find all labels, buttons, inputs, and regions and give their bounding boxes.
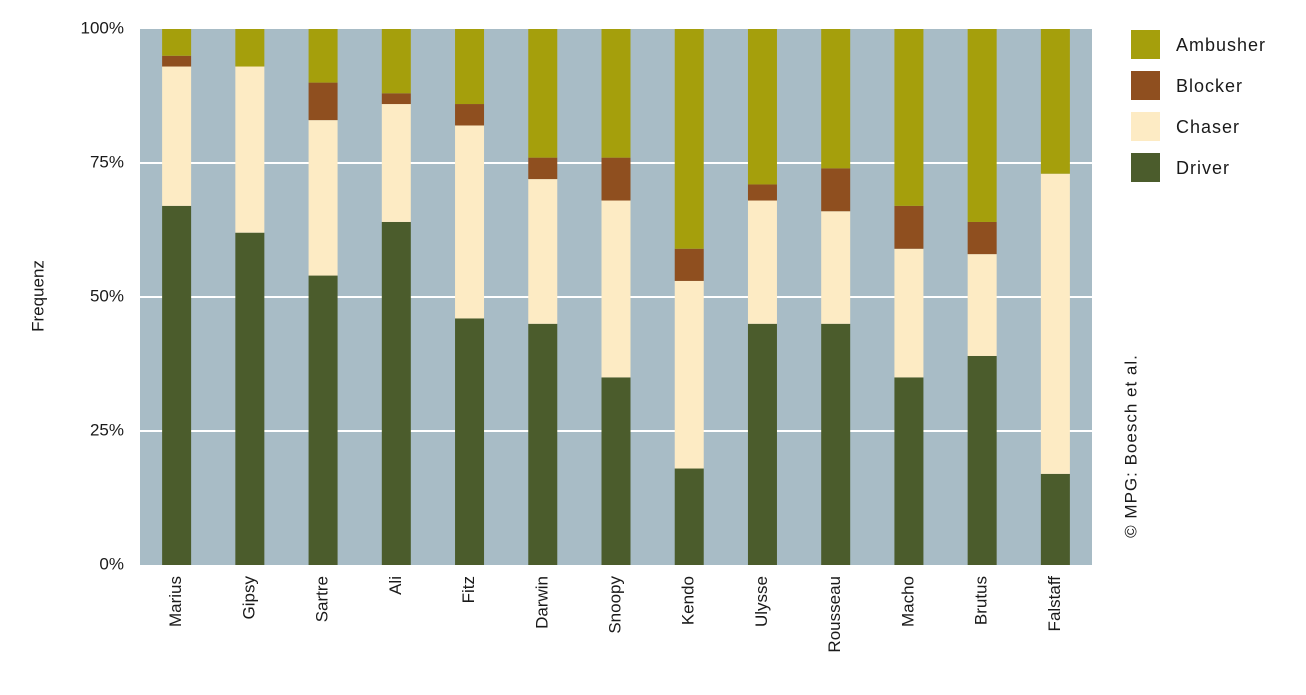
x-category-label: Darwin (532, 576, 551, 629)
x-category-label: Brutus (972, 576, 991, 625)
bar-segment-ambusher (821, 29, 851, 169)
bar-segment-blocker (381, 93, 411, 105)
bar-segment-ambusher (308, 29, 338, 83)
x-category-label: Marius (166, 576, 185, 627)
x-category-label: Snoopy (605, 576, 624, 634)
bar-segment-chaser (674, 280, 704, 469)
x-category-label: Gipsy (239, 576, 258, 620)
y-tick-label: 75% (90, 152, 124, 171)
bar-segment-driver (821, 323, 851, 565)
x-category-label: Ali (386, 576, 405, 595)
bar-segment-ambusher (674, 29, 704, 249)
legend-label: Blocker (1176, 76, 1243, 96)
bar-segment-chaser (1040, 173, 1070, 474)
y-axis-title: Frequenz (28, 260, 47, 332)
x-category-label: Kendo (679, 576, 698, 625)
bar-segment-blocker (162, 55, 192, 67)
legend: Ambusher Blocker Chaser Driver (1131, 30, 1266, 182)
bar-segment-driver (528, 323, 558, 565)
x-category-label: Falstaff (1045, 576, 1064, 632)
x-category-label: Ulysse (752, 576, 771, 627)
legend-swatch-ambusher (1131, 30, 1160, 59)
bar-segment-chaser (747, 200, 777, 324)
bar-segment-chaser (162, 66, 192, 206)
bar-segment-ambusher (528, 29, 558, 158)
bar-segment-driver (235, 232, 265, 565)
bar-segment-blocker (894, 205, 924, 249)
bar-segment-blocker (308, 82, 338, 121)
bar-segment-chaser (967, 254, 997, 356)
x-category-label: Fitz (459, 576, 478, 603)
image-credit: © MPG: Boesch et al. (1121, 354, 1140, 538)
bar-segment-blocker (747, 184, 777, 201)
bar-segment-chaser (821, 211, 851, 324)
bar-segment-chaser (381, 104, 411, 222)
bar-segment-driver (747, 323, 777, 565)
bar-segment-chaser (455, 125, 485, 319)
bar-segment-ambusher (235, 29, 265, 67)
bar-segment-chaser (528, 179, 558, 324)
bar-segment-chaser (601, 200, 631, 378)
bar-segment-blocker (455, 104, 485, 126)
legend-swatch-driver (1131, 153, 1160, 182)
bar-segment-driver (894, 377, 924, 565)
bar-segment-ambusher (747, 29, 777, 185)
y-tick-label: 100% (81, 18, 124, 37)
bar-segment-driver (967, 355, 997, 565)
bar-segment-ambusher (162, 29, 192, 56)
bar-segment-driver (1040, 473, 1070, 565)
bar-segment-chaser (235, 66, 265, 233)
bar-segment-ambusher (381, 29, 411, 94)
bar-segment-ambusher (455, 29, 485, 105)
bar-segment-blocker (821, 168, 851, 212)
bar-segment-blocker (528, 157, 558, 180)
x-category-label: Macho (898, 576, 917, 627)
legend-swatch-blocker (1131, 71, 1160, 100)
bar-segment-chaser (894, 248, 924, 378)
x-category-label: Sartre (313, 576, 332, 622)
legend-label: Ambusher (1176, 35, 1266, 55)
bar-segment-driver (601, 377, 631, 565)
y-tick-label: 0% (99, 554, 124, 573)
legend-label: Driver (1176, 158, 1230, 178)
x-category-label: Rousseau (825, 576, 844, 653)
legend-label: Chaser (1176, 117, 1240, 137)
bar-segment-driver (381, 221, 411, 565)
bar-segment-ambusher (1040, 29, 1070, 174)
bar-segment-ambusher (967, 29, 997, 222)
y-tick-label: 25% (90, 420, 124, 439)
bar-segment-driver (674, 468, 704, 565)
y-tick-label: 50% (90, 286, 124, 305)
legend-swatch-chaser (1131, 112, 1160, 141)
y-axis-ticks: 0% 25% 50% 75% 100% (81, 18, 124, 573)
bar-segment-driver (162, 205, 192, 565)
bar-segment-driver (455, 318, 485, 565)
bar-segment-chaser (308, 120, 338, 276)
bar-segment-blocker (674, 248, 704, 281)
bars (162, 29, 1070, 565)
bar-segment-ambusher (894, 29, 924, 206)
bar-segment-blocker (967, 221, 997, 255)
bar-segment-driver (308, 275, 338, 565)
bar-segment-blocker (601, 157, 631, 201)
x-axis-category-labels: Marius Gipsy Sartre Ali Fitz Darwin Snoopy Kend… (166, 576, 1064, 653)
bar-segment-ambusher (601, 29, 631, 158)
